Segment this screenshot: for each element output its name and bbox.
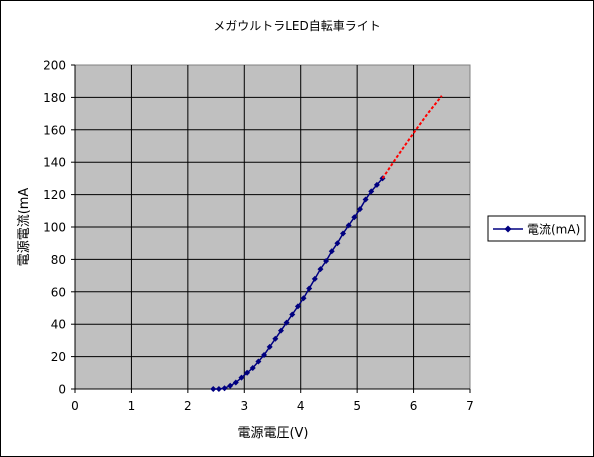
y-tick-label: 140 — [43, 156, 66, 170]
y-tick-label: 0 — [58, 383, 66, 397]
legend: 電流(mA) — [487, 215, 586, 242]
x-tick-label: 4 — [297, 399, 305, 413]
legend-label: 電流(mA) — [527, 223, 580, 237]
x-tick-labels: 0 1 2 3 4 5 6 7 — [71, 399, 474, 413]
data-point — [210, 386, 217, 392]
data-point — [261, 351, 268, 358]
data-point — [334, 240, 341, 247]
data-point — [300, 295, 307, 302]
y-tick-label: 40 — [51, 318, 66, 332]
grid — [75, 65, 470, 389]
data-point — [238, 374, 245, 381]
data-point — [368, 188, 375, 195]
data-point — [227, 382, 234, 389]
data-point — [221, 385, 228, 392]
y-tick-label: 120 — [43, 188, 66, 202]
data-point — [323, 258, 330, 265]
x-tick-label: 3 — [240, 399, 248, 413]
y-tick-label: 20 — [51, 350, 66, 364]
data-point — [232, 379, 239, 386]
data-point — [317, 266, 324, 273]
y-tick-label: 100 — [43, 221, 66, 235]
data-point — [283, 319, 290, 326]
data-point — [340, 230, 347, 237]
data-point — [255, 358, 262, 365]
chart-title: メガウルトラLED自転車ライト — [213, 19, 381, 33]
data-point — [249, 364, 256, 371]
x-tick-label: 6 — [410, 399, 418, 413]
data-point — [311, 275, 318, 282]
data-point — [289, 311, 296, 318]
x-tick-label: 0 — [71, 399, 79, 413]
data-point — [277, 327, 284, 334]
y-tick-label: 200 — [43, 59, 66, 73]
data-point — [294, 303, 301, 310]
data-point — [244, 369, 251, 376]
y-tick-label: 160 — [43, 123, 66, 137]
axes — [71, 64, 471, 393]
data-point — [215, 386, 222, 392]
x-axis-label: 電源電圧(V) — [237, 426, 308, 441]
extrapolated-trend-line — [381, 95, 443, 179]
series-layer — [210, 95, 443, 392]
x-tick-label: 1 — [128, 399, 136, 413]
x-tick-label: 7 — [466, 399, 474, 413]
data-point — [373, 181, 380, 188]
data-point — [272, 335, 279, 342]
y-tick-label: 80 — [51, 253, 66, 267]
x-tick-label: 2 — [184, 399, 192, 413]
y-tick-labels: 0 20 40 60 80 100 120 140 160 180 200 — [43, 59, 66, 397]
y-tick-label: 180 — [43, 91, 66, 105]
data-point — [306, 285, 313, 292]
data-point — [345, 222, 352, 229]
data-point — [328, 248, 335, 255]
data-point — [356, 206, 363, 213]
data-point — [351, 214, 358, 221]
y-axis-label: 電源電流(mA — [17, 188, 32, 267]
legend-marker — [504, 225, 512, 233]
data-point — [362, 196, 369, 203]
y-tick-label: 60 — [51, 285, 66, 299]
x-tick-label: 5 — [353, 399, 361, 413]
data-point — [266, 343, 273, 350]
